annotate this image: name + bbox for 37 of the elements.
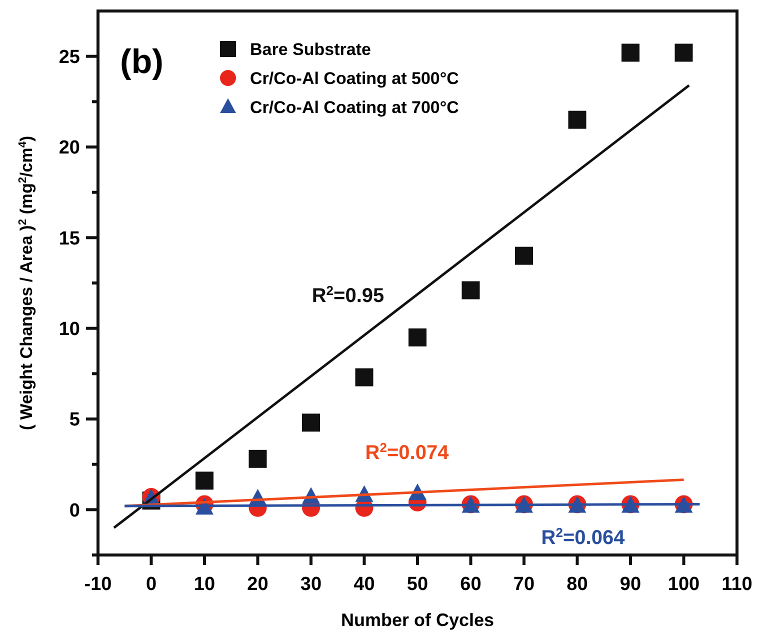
point	[408, 328, 426, 346]
legend-label: Cr/Co-Al Coating at 500°C	[250, 68, 459, 88]
point	[515, 246, 533, 265]
x-tick-label: 60	[460, 574, 482, 595]
x-tick-label: 40	[354, 574, 375, 595]
x-tick-label: 80	[566, 574, 588, 595]
point	[355, 368, 374, 386]
annotation: (b)	[120, 43, 164, 81]
point	[462, 281, 480, 300]
point	[248, 450, 267, 468]
x-tick-label: 50	[406, 574, 428, 595]
point	[674, 44, 693, 62]
y-tick-label: 10	[58, 318, 80, 340]
x-tick-label: 70	[513, 574, 535, 595]
x-tick-label: 100	[668, 574, 700, 595]
y-tick-label: 15	[58, 228, 80, 250]
y-tick-label: 0	[69, 500, 80, 522]
y-tick-label: 25	[58, 46, 80, 68]
y-tick-label: 20	[58, 138, 80, 159]
annotation: R$^{2}$=0.074	[365, 440, 450, 464]
x-axis-title: Number of Cycles	[340, 610, 494, 630]
legend-label: Bare Substrate	[250, 40, 371, 59]
x-tick-label: 110	[722, 574, 752, 595]
x-tick-label: 10	[194, 574, 216, 595]
x-tick-label: 0	[146, 574, 157, 595]
x-tick-label: -10	[84, 574, 112, 595]
point	[196, 472, 214, 490]
annotation: R$^{2}$=0.064	[541, 524, 626, 549]
point	[622, 44, 640, 62]
point	[568, 110, 586, 129]
x-tick-label: 90	[620, 574, 642, 595]
legend-label: Cr/Co-Al Coating at 700°C	[250, 98, 459, 117]
point	[302, 414, 320, 432]
x-tick-label: 20	[247, 574, 268, 595]
y-tick-label: 5	[69, 410, 80, 431]
annotation: R$^{2}$=0.95	[312, 282, 384, 307]
x-tick-label: 30	[300, 574, 322, 595]
